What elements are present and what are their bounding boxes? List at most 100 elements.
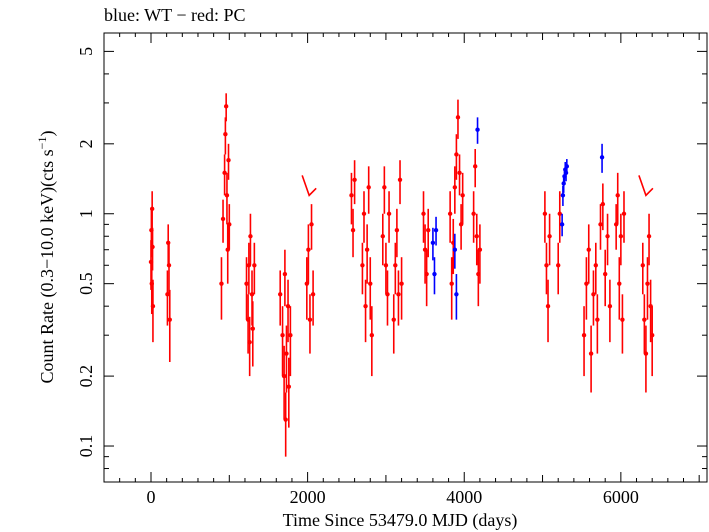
data-point [618, 234, 624, 239]
data-point [621, 211, 627, 216]
data-point [250, 326, 255, 331]
data-point [457, 170, 462, 176]
data-point [391, 317, 396, 322]
data-point [617, 281, 622, 286]
y-axis-label-sup: −1 [35, 137, 49, 150]
data-point [642, 317, 647, 322]
data-point [564, 164, 570, 169]
y-tick-label: 0.1 [76, 435, 96, 458]
data-point [646, 234, 652, 239]
data-point [397, 177, 403, 183]
data-point [433, 227, 439, 233]
data-point [477, 247, 483, 252]
data-point [360, 263, 365, 268]
data-point [285, 303, 291, 309]
y-tick-label: 2 [76, 139, 96, 148]
data-point [584, 281, 589, 286]
data-point [547, 234, 552, 239]
data-point [369, 332, 375, 338]
data-point [363, 303, 368, 309]
data-point [542, 211, 548, 216]
data-point [223, 104, 229, 109]
x-axis-label: Time Since 53479.0 MJD (days) [283, 510, 518, 531]
data-point [166, 263, 172, 268]
data-point [352, 177, 357, 183]
data-point [385, 292, 390, 297]
data-point [282, 271, 288, 277]
y-axis-label: Count Rate (0.3−10.0 keV)(cts s−1) [35, 131, 58, 384]
y-tick-label: 0.5 [76, 272, 96, 295]
data-point [600, 201, 606, 207]
data-point [350, 227, 356, 233]
data-point [605, 234, 610, 239]
data-point [560, 193, 566, 198]
y-tick-label: 0.2 [76, 365, 96, 388]
data-point [224, 193, 230, 198]
upper-limit-arrow [638, 175, 654, 197]
y-axis-label-close: ) [37, 131, 58, 137]
data-point [310, 292, 316, 297]
series-wt [430, 117, 605, 320]
data-point [472, 164, 478, 169]
data-point [386, 211, 392, 216]
plot-frame [103, 32, 708, 483]
data-point [640, 263, 645, 268]
data-point [349, 193, 354, 198]
data-point [595, 317, 600, 322]
data-point [380, 234, 385, 239]
data-point [249, 292, 255, 297]
data-point [364, 247, 370, 252]
data-point [447, 211, 453, 216]
data-point [602, 271, 608, 277]
data-point [556, 263, 561, 268]
data-point [545, 303, 551, 309]
data-point [306, 247, 311, 252]
data-point [474, 234, 479, 239]
y-axis-label-main: Count Rate (0.3−10.0 keV)(cts s [37, 149, 58, 383]
data-series [148, 93, 655, 457]
data-point [426, 227, 431, 233]
data-point [544, 263, 549, 268]
data-point [396, 292, 401, 297]
chart-title: blue: WT − red: PC [104, 5, 245, 25]
data-point [620, 317, 625, 322]
data-point [559, 222, 565, 227]
data-point [219, 281, 224, 286]
data-point [649, 332, 655, 338]
data-point [227, 222, 232, 227]
data-point [452, 185, 458, 190]
x-tick-label: 0 [146, 487, 155, 507]
data-point [393, 263, 398, 268]
data-point [399, 281, 404, 286]
data-point [382, 185, 387, 190]
data-point [598, 222, 603, 227]
data-point [591, 292, 596, 297]
data-point [599, 155, 605, 160]
data-point [454, 292, 459, 297]
data-point [615, 193, 620, 198]
data-point [281, 373, 287, 379]
data-point [278, 292, 283, 297]
data-point [645, 281, 650, 286]
data-point [226, 158, 231, 163]
data-point [421, 211, 426, 216]
data-point [288, 332, 293, 338]
data-point [368, 281, 373, 286]
data-point [643, 351, 649, 356]
data-point [581, 332, 587, 338]
data-point [284, 351, 289, 356]
data-point [430, 240, 436, 245]
data-point [432, 271, 437, 277]
data-point [150, 244, 155, 250]
data-point [588, 351, 594, 356]
data-point [149, 206, 155, 212]
data-point [557, 211, 562, 216]
data-point [220, 216, 226, 222]
data-point [366, 185, 371, 190]
data-point [252, 263, 257, 268]
x-tick-label: 2000 [290, 487, 326, 507]
data-point [394, 227, 400, 233]
data-point [452, 247, 458, 252]
data-point [150, 303, 156, 309]
